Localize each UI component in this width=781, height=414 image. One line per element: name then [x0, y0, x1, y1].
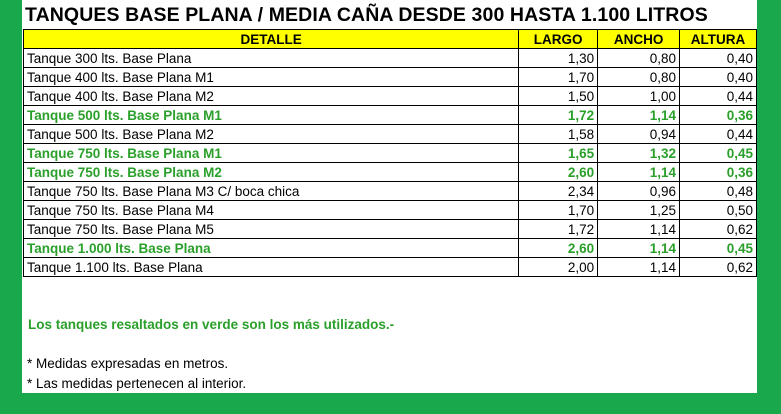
column-header-largo: LARGO	[518, 29, 599, 49]
highlight-note: Los tanques resaltados en verde son los …	[28, 317, 395, 332]
table-row: Tanque 750 lts. Base Plana M4 1,70 1,25 0,5…	[22, 200, 757, 220]
interior-note: * Las medidas pertenecen al interior.	[27, 376, 247, 391]
cell-largo: 2,60	[518, 238, 599, 258]
cell-ancho: 1,25	[597, 200, 681, 220]
cell-ancho: 1,32	[597, 143, 681, 163]
spreadsheet-sheet: TANQUES BASE PLANA / MEDIA CAÑA DESDE 30…	[22, 0, 757, 393]
page-title: TANQUES BASE PLANA / MEDIA CAÑA DESDE 30…	[25, 4, 708, 26]
cell-detalle: Tanque 300 lts. Base Plana	[22, 48, 520, 68]
cell-largo: 1,58	[518, 124, 599, 144]
cell-ancho: 1,14	[597, 105, 681, 125]
cell-detalle: Tanque 500 lts. Base Plana M1	[22, 105, 520, 125]
cell-detalle: Tanque 750 lts. Base Plana M4	[22, 200, 520, 220]
cell-largo: 2,34	[518, 181, 599, 201]
cell-ancho: 1,14	[597, 238, 681, 258]
cell-largo: 1,72	[518, 219, 599, 239]
cell-altura: 0,40	[679, 67, 757, 87]
cell-largo: 1,50	[518, 86, 599, 106]
cell-largo: 2,00	[518, 257, 599, 277]
cell-altura: 0,40	[679, 48, 757, 68]
cell-ancho: 1,14	[597, 219, 681, 239]
table-row: Tanque 400 lts. Base Plana M1 1,70 0,80 0,4…	[22, 67, 757, 87]
cell-detalle: Tanque 400 lts. Base Plana M2	[22, 86, 520, 106]
cell-altura: 0,62	[679, 219, 757, 239]
cell-altura: 0,45	[679, 238, 757, 258]
table-header-row: DETALLE LARGO ANCHO ALTURA	[22, 29, 757, 49]
table-row: Tanque 750 lts. Base Plana M3 C/ boca ch…	[22, 181, 757, 201]
table-row: Tanque 300 lts. Base Plana 1,30 0,80 0,40	[22, 48, 757, 68]
cell-largo: 2,60	[518, 162, 599, 182]
cell-largo: 1,70	[518, 200, 599, 220]
cell-ancho: 1,14	[597, 162, 681, 182]
table-row: Tanque 750 lts. Base Plana M1 1,65 1,32 0,4…	[22, 143, 757, 163]
cell-detalle: Tanque 750 lts. Base Plana M2	[22, 162, 520, 182]
table-row: Tanque 1.000 lts. Base Plana 2,60 1,14 0,45	[22, 238, 757, 258]
cell-largo: 1,30	[518, 48, 599, 68]
column-header-altura: ALTURA	[679, 29, 757, 49]
cell-detalle: Tanque 1.100 lts. Base Plana	[22, 257, 520, 277]
column-header-ancho: ANCHO	[597, 29, 681, 49]
table-row: Tanque 400 lts. Base Plana M2 1,50 1,00 0,4…	[22, 86, 757, 106]
cell-ancho: 0,96	[597, 181, 681, 201]
table-row: Tanque 750 lts. Base Plana M5 1,72 1,14 0,6…	[22, 219, 757, 239]
cell-detalle: Tanque 750 lts. Base Plana M3 C/ boca ch…	[22, 181, 520, 201]
table-row: Tanque 1.100 lts. Base Plana 2,00 1,14 0,62	[22, 257, 757, 277]
tank-dimensions-table: DETALLE LARGO ANCHO ALTURA Tanque 300 lt…	[22, 29, 757, 277]
units-note: * Medidas expresadas en metros.	[27, 356, 229, 371]
table-row: Tanque 500 lts. Base Plana M2 1,58 0,94 0,4…	[22, 124, 757, 144]
cell-altura: 0,44	[679, 124, 757, 144]
cell-detalle: Tanque 750 lts. Base Plana M5	[22, 219, 520, 239]
table-row: Tanque 750 lts. Base Plana M2 2,60 1,14 0,3…	[22, 162, 757, 182]
cell-ancho: 0,80	[597, 48, 681, 68]
cell-ancho: 1,00	[597, 86, 681, 106]
cell-detalle: Tanque 400 lts. Base Plana M1	[22, 67, 520, 87]
column-header-detalle: DETALLE	[22, 29, 520, 49]
cell-altura: 0,36	[679, 162, 757, 182]
cell-detalle: Tanque 500 lts. Base Plana M2	[22, 124, 520, 144]
cell-altura: 0,44	[679, 86, 757, 106]
cell-largo: 1,72	[518, 105, 599, 125]
cell-detalle: Tanque 750 lts. Base Plana M1	[22, 143, 520, 163]
cell-detalle: Tanque 1.000 lts. Base Plana	[22, 238, 520, 258]
cell-largo: 1,65	[518, 143, 599, 163]
cell-altura: 0,50	[679, 200, 757, 220]
cell-altura: 0,36	[679, 105, 757, 125]
table-row: Tanque 500 lts. Base Plana M1 1,72 1,14 0,3…	[22, 105, 757, 125]
cell-ancho: 0,94	[597, 124, 681, 144]
cell-altura: 0,62	[679, 257, 757, 277]
cell-ancho: 1,14	[597, 257, 681, 277]
cell-largo: 1,70	[518, 67, 599, 87]
cell-altura: 0,45	[679, 143, 757, 163]
cell-ancho: 0,80	[597, 67, 681, 87]
cell-altura: 0,48	[679, 181, 757, 201]
